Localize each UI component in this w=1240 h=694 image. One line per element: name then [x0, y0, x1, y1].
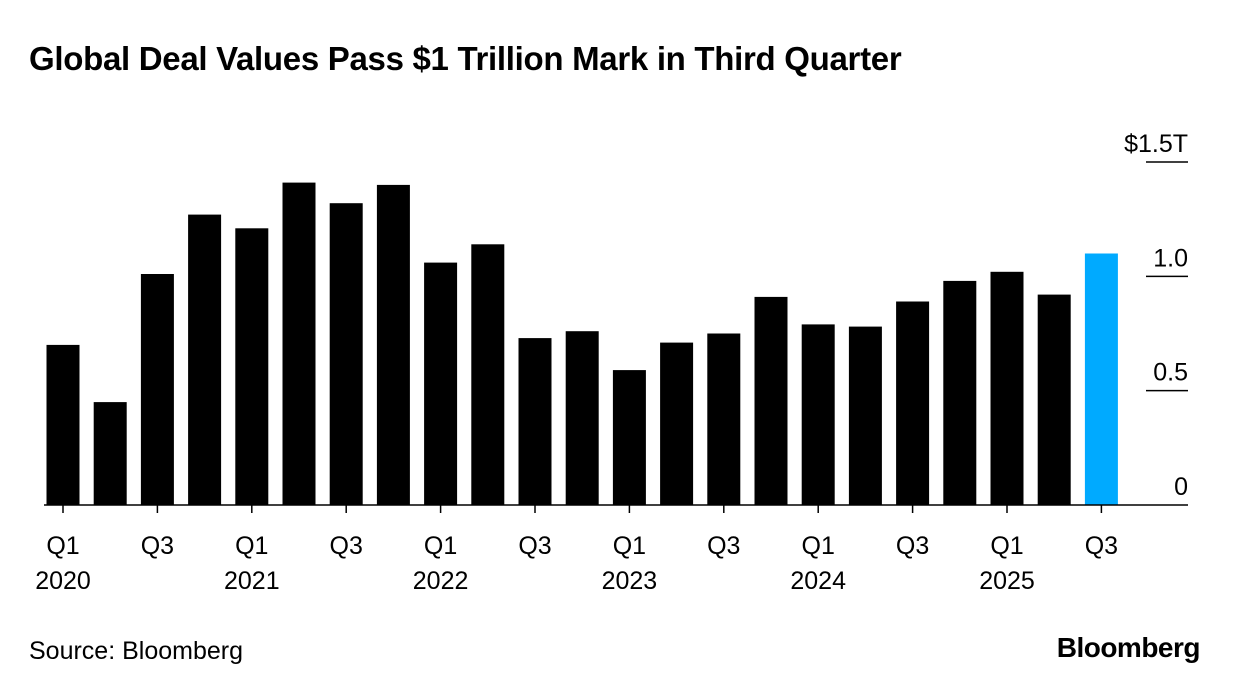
x-tick-label-quarter-0: Q1	[46, 532, 79, 560]
bar-q2-2024	[848, 326, 882, 505]
x-tick-label-quarter-6: Q3	[330, 532, 363, 560]
bar-q3-2024	[896, 301, 930, 505]
x-tick-label-year-2021: 2021	[224, 567, 280, 595]
bar-q1-2021	[235, 228, 269, 506]
x-tick-label-quarter-18: Q3	[896, 532, 929, 560]
bar-q1-2025	[990, 271, 1024, 505]
bar-q4-2022	[565, 331, 599, 505]
y-tick-label-1: 1.0	[1153, 244, 1188, 272]
bar-q4-2023	[754, 296, 788, 505]
x-tick-label-quarter-20: Q1	[990, 532, 1023, 560]
bloomberg-logo: Bloomberg	[1056, 632, 1201, 663]
bar-q2-2023	[660, 342, 694, 505]
x-tick-label-year-2020: 2020	[35, 567, 91, 595]
bar-q2-2022	[471, 244, 505, 506]
x-tick-label-year-2024: 2024	[790, 567, 846, 595]
x-tick-label-quarter-10: Q3	[518, 532, 551, 560]
y-tick-label-0.5: 0.5	[1153, 359, 1188, 387]
bar-q1-2023	[612, 370, 646, 505]
x-tick-label-year-2023: 2023	[602, 567, 658, 595]
bar-q4-2021	[376, 184, 410, 505]
bar-q4-2020	[188, 214, 222, 505]
bar-q2-2021	[282, 182, 316, 505]
source-note: Source: Bloomberg	[29, 637, 244, 665]
bar-q4-2024	[943, 280, 977, 505]
bar-q3-2025	[1084, 253, 1118, 505]
bar-q3-2020	[140, 274, 174, 505]
chart-title: Global Deal Values Pass $1 Trillion Mark…	[29, 40, 902, 77]
bar-q1-2022	[424, 262, 458, 505]
bar-q3-2022	[518, 338, 552, 505]
x-tick-label-quarter-4: Q1	[235, 532, 268, 560]
x-tick-label-quarter-14: Q3	[707, 532, 740, 560]
bar-q2-2025	[1037, 294, 1071, 505]
bar-q3-2023	[707, 333, 741, 505]
bar-q3-2021	[329, 203, 363, 505]
x-tick-label-quarter-8: Q1	[424, 532, 457, 560]
bar-q1-2024	[801, 324, 835, 505]
y-tick-label-1.5: $1.5T	[1124, 130, 1188, 158]
x-tick-label-year-2025: 2025	[979, 567, 1035, 595]
x-tick-label-quarter-16: Q1	[802, 532, 835, 560]
x-tick-label-year-2022: 2022	[413, 567, 469, 595]
x-tick-label-quarter-12: Q1	[613, 532, 646, 560]
y-tick-label-0: 0	[1174, 473, 1188, 501]
bar-q1-2020	[46, 344, 80, 505]
x-tick-label-quarter-2: Q3	[141, 532, 174, 560]
x-tick-label-quarter-22: Q3	[1085, 532, 1118, 560]
bar-q2-2020	[93, 402, 127, 505]
